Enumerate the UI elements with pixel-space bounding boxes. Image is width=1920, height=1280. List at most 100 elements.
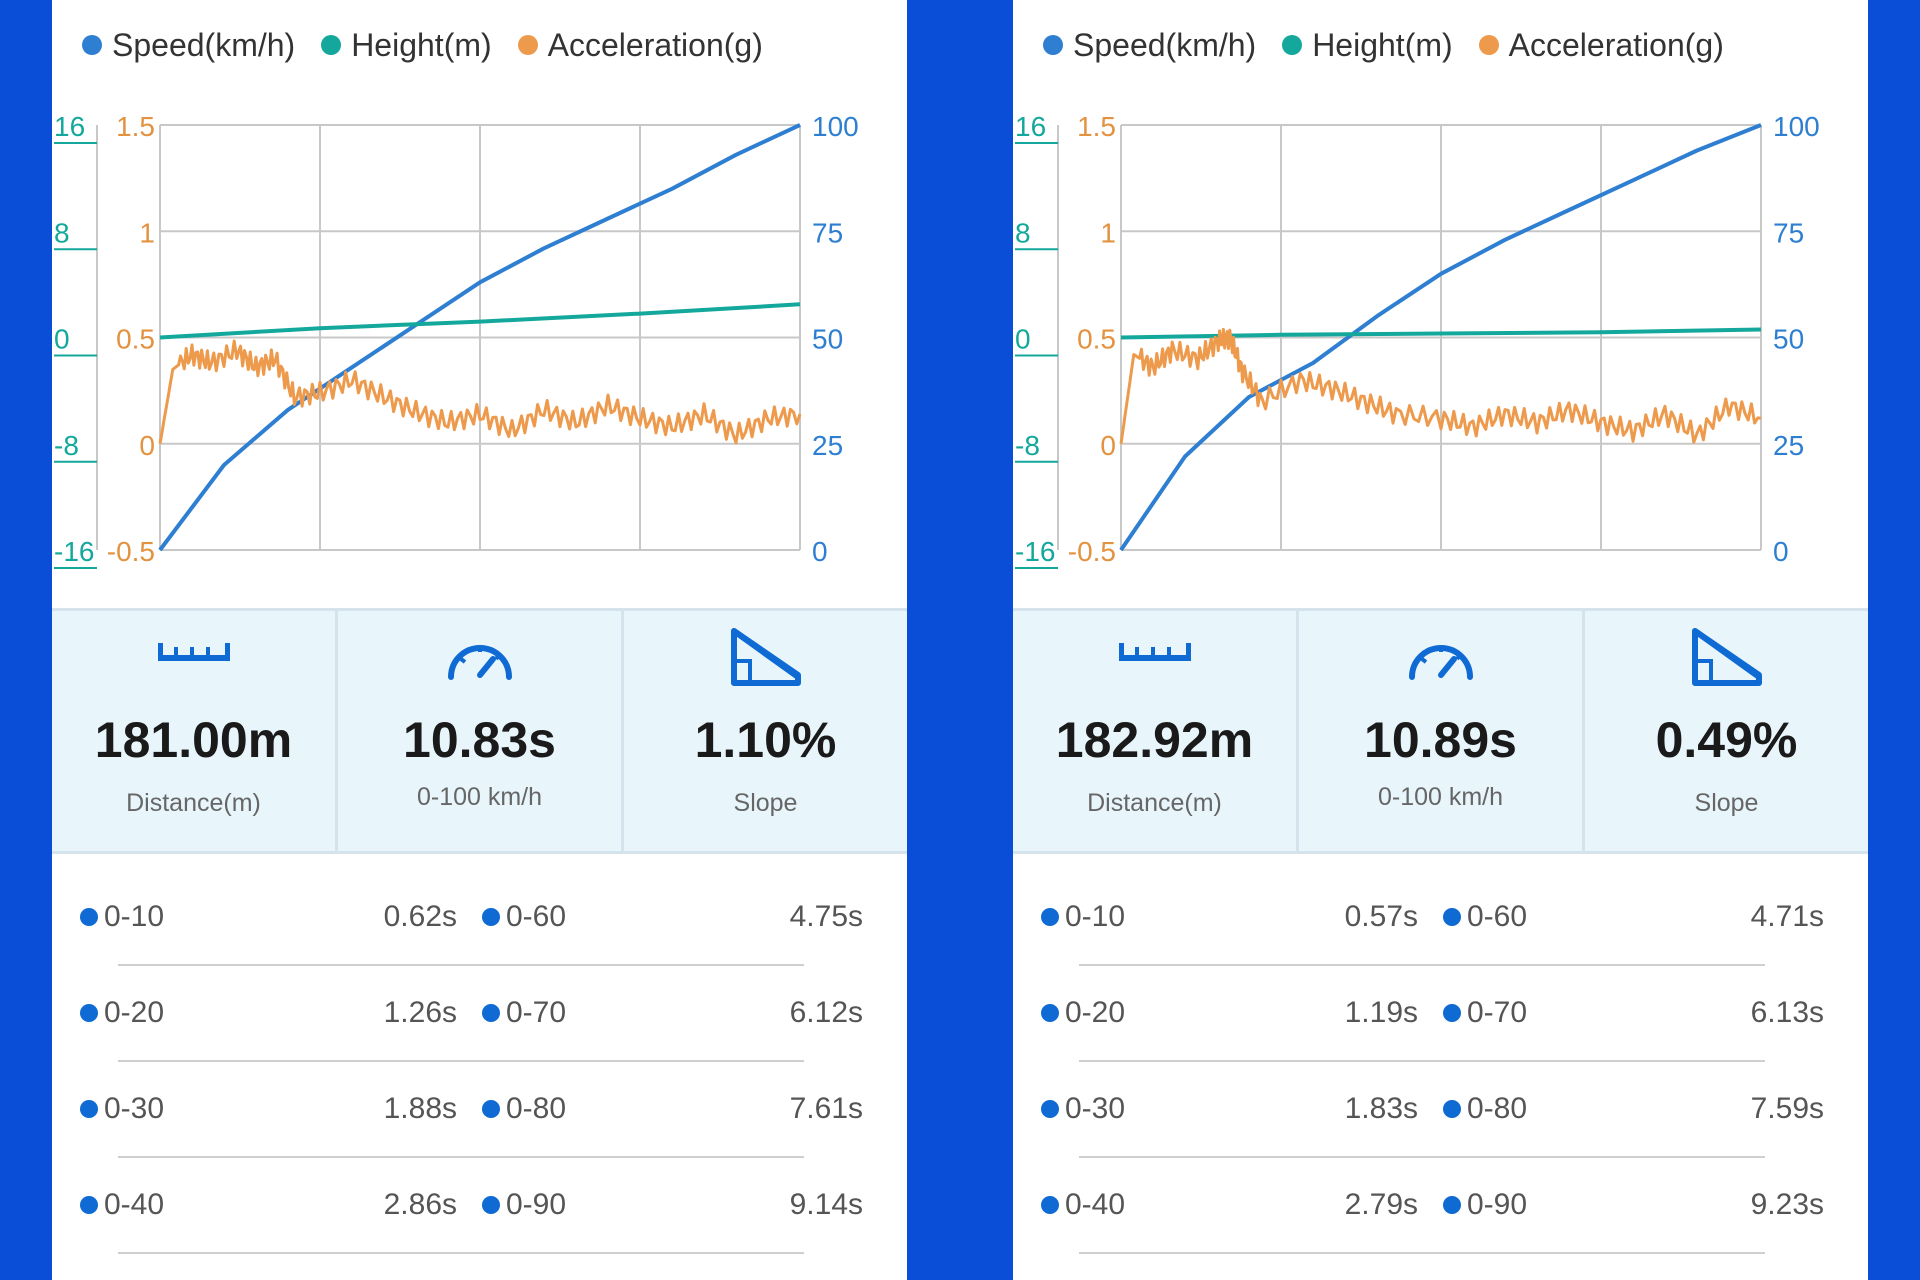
stat-slope-label: Slope: [1694, 789, 1759, 817]
split-range-text: 0-80: [1467, 1092, 1528, 1125]
ruler-icon: [157, 643, 230, 661]
bullet-dot-icon: [1041, 908, 1059, 926]
height-tick-label: -8: [54, 430, 79, 461]
speed-tick-label: 50: [1773, 324, 1804, 355]
split-time-value: 1.26s: [383, 996, 457, 1029]
stat-time: 10.89s 0-100 km/h: [1299, 611, 1585, 851]
split-time-row: 0-20 1.26s 0-70 6.12s: [52, 966, 907, 1062]
legend-speed: Speed(km/h): [82, 27, 295, 64]
split-time-value: 4.75s: [789, 900, 863, 933]
bullet-dot-icon: [1443, 1004, 1461, 1022]
split-range-text: 0-30: [104, 1092, 165, 1125]
accel-tick-label: 1: [139, 217, 155, 248]
split-time-row: 0-10 0.57s 0-60 4.71s: [1013, 870, 1868, 966]
split-range-label: 0-70: [482, 996, 566, 1030]
split-time-value: 4.71s: [1750, 900, 1824, 933]
split-range-text: 0-10: [104, 900, 165, 933]
split-time-value: 7.61s: [789, 1092, 863, 1125]
bullet-dot-icon: [1443, 1100, 1461, 1118]
split-range-text: 0-90: [1467, 1188, 1528, 1221]
split-range-label: 0-80: [1443, 1092, 1527, 1126]
result-panel-right: Speed(km/h) Height(m) Acceleration(g) 16…: [1013, 0, 1868, 1280]
height-tick-label: -8: [1015, 430, 1040, 461]
bullet-dot-icon: [80, 908, 98, 926]
stats-bar: 182.92m Distance(m) 10.89s 0-100 km/h 0.…: [1013, 608, 1868, 854]
split-time-row: 0-40 2.79s 0-90 9.23s: [1013, 1158, 1868, 1254]
legend-acceleration-label: Acceleration(g): [547, 26, 763, 63]
accel-tick-label: -0.5: [1068, 536, 1116, 567]
stat-distance-label: Distance(m): [126, 789, 261, 817]
stat-distance-value: 181.00m: [94, 712, 293, 768]
bullet-dot-icon: [482, 1196, 500, 1214]
speedometer-icon: [1408, 645, 1473, 680]
stat-distance-label: Distance(m): [1087, 789, 1222, 817]
split-range-text: 0-40: [1065, 1188, 1126, 1221]
split-time-value: 9.14s: [789, 1188, 863, 1221]
split-range-text: 0-60: [1467, 900, 1528, 933]
split-range-text: 0-70: [1467, 996, 1528, 1029]
height-tick-label: -16: [1015, 536, 1055, 567]
stat-slope-value: 0.49%: [1655, 712, 1798, 768]
height-tick-label: 8: [54, 217, 70, 248]
bullet-dot-icon: [1443, 908, 1461, 926]
legend-height: Height(m): [321, 27, 492, 64]
row-divider: [1079, 1060, 1765, 1062]
stat-time: 10.83s 0-100 km/h: [338, 611, 624, 851]
height-dot-icon: [321, 35, 342, 55]
speed-tick-label: 100: [1773, 111, 1820, 142]
height-tick-label: -16: [54, 536, 94, 567]
stat-time-value: 10.83s: [403, 712, 556, 768]
row-divider: [118, 1252, 804, 1254]
split-range-label: 0-20: [80, 996, 164, 1030]
bullet-dot-icon: [482, 1100, 500, 1118]
speed-tick-label: 100: [812, 111, 859, 142]
split-time-value: 7.59s: [1750, 1092, 1824, 1125]
split-range-label: 0-40: [80, 1188, 164, 1222]
bullet-dot-icon: [482, 1004, 500, 1022]
legend-speed-label: Speed(km/h): [1073, 26, 1257, 63]
legend-acceleration: Acceleration(g): [1478, 27, 1724, 64]
height-tick-label: 16: [54, 111, 85, 142]
stat-distance-value: 182.92m: [1055, 712, 1254, 768]
legend-height: Height(m): [1282, 27, 1453, 64]
split-range-label: 0-10: [80, 900, 164, 934]
split-times-list: 0-10 0.62s 0-60 4.75s 0-20 1.26s 0-70 6.12s 0-30…: [52, 870, 907, 1280]
accel-tick-label: 0.5: [1077, 324, 1116, 355]
bullet-dot-icon: [80, 1196, 98, 1214]
split-range-text: 0-20: [104, 996, 165, 1029]
height-line: [159, 302, 801, 340]
split-time-row: 0-40 2.86s 0-90 9.14s: [52, 1158, 907, 1254]
row-divider: [1079, 964, 1765, 966]
speed-tick-label: 25: [1773, 430, 1804, 461]
speed-tick-label: 50: [812, 324, 843, 355]
split-range-label: 0-40: [1041, 1188, 1125, 1222]
split-range-label: 0-10: [1041, 900, 1125, 934]
speed-tick-label: 25: [812, 430, 843, 461]
stats-bar: 181.00m Distance(m) 10.83s 0-100 km/h 1.…: [52, 608, 907, 854]
stat-slope-value: 1.10%: [694, 712, 837, 768]
acceleration-dot-icon: [517, 35, 538, 55]
bullet-dot-icon: [1041, 1100, 1059, 1118]
slope-icon: [730, 628, 801, 686]
split-times-list: 0-10 0.57s 0-60 4.71s 0-20 1.19s 0-70 6.13s 0-30…: [1013, 870, 1868, 1280]
slope-icon: [1691, 628, 1762, 686]
split-range-label: 0-20: [1041, 996, 1125, 1030]
row-divider: [118, 964, 804, 966]
split-time-value: 2.79s: [1344, 1188, 1418, 1221]
accel-tick-label: -0.5: [107, 536, 155, 567]
speed-tick-label: 75: [812, 217, 843, 248]
stat-slope: 1.10% Slope: [624, 611, 907, 851]
split-range-label: 0-30: [80, 1092, 164, 1126]
performance-chart: 16 8 0 -8 -16 1.5 1 0.5 0 -0.5 100 75 50 25 0: [1015, 111, 1820, 569]
chart-legend: Speed(km/h) Height(m) Acceleration(g): [1043, 18, 1724, 72]
split-time-value: 2.86s: [383, 1188, 457, 1221]
stat-distance: 181.00m Distance(m): [52, 611, 338, 851]
ruler-icon: [1118, 643, 1191, 661]
split-time-row: 0-10 0.62s 0-60 4.75s: [52, 870, 907, 966]
row-divider: [118, 1156, 804, 1158]
stat-time-label: 0-100 km/h: [416, 783, 543, 811]
split-range-label: 0-60: [482, 900, 566, 934]
bullet-dot-icon: [1443, 1196, 1461, 1214]
speed-tick-label: 0: [1773, 536, 1789, 567]
accel-tick-label: 1.5: [1077, 111, 1116, 142]
